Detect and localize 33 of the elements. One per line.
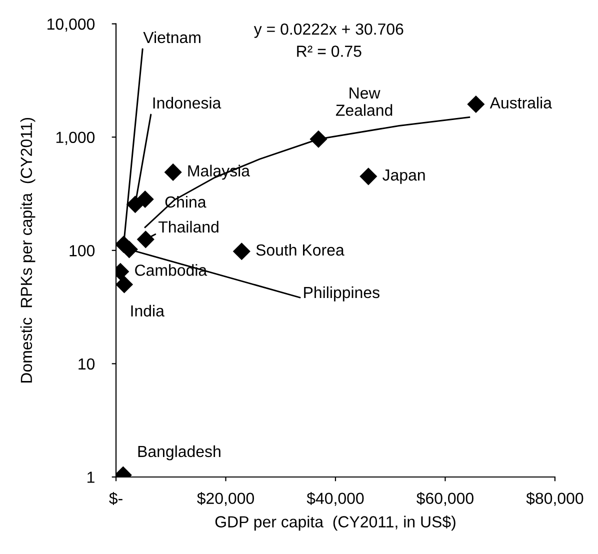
- y-tick-label: 10,000: [48, 18, 95, 32]
- x-axis-title: GDP per capita (CY2011, in US$): [215, 515, 456, 531]
- point: [360, 168, 378, 186]
- annotation: New Zealand: [336, 88, 392, 116]
- point: [116, 276, 134, 294]
- y-tick-label: 1,000: [56, 132, 95, 145]
- point: [310, 130, 328, 148]
- x-tick-label: $60,000: [416, 492, 474, 506]
- annotation: Philippines: [304, 286, 380, 302]
- annotation: Cambodia: [135, 264, 208, 276]
- annotation: Australia: [490, 96, 552, 109]
- point: [136, 230, 154, 248]
- annotation: R² = 0.75: [297, 46, 362, 57]
- point: [164, 163, 182, 181]
- x-tick-label: $-: [109, 492, 122, 505]
- x-tick-label: $40,000: [306, 492, 364, 506]
- y-tick-label: 1: [88, 472, 94, 483]
- point: [232, 242, 250, 260]
- y-tick-label: 10: [78, 358, 95, 370]
- annotation: Vietnam: [143, 31, 200, 44]
- annotation: South Korea: [256, 244, 344, 256]
- x-tick-label: $80,000: [526, 492, 584, 506]
- y-axis-title: Domestic RPKs per capita (CY2011): [20, 118, 36, 383]
- annotation: Indonesia: [153, 96, 222, 109]
- annotation: India: [131, 304, 164, 317]
- y-tick-label: 100: [70, 245, 95, 256]
- x-tick-label: $20,000: [197, 492, 254, 506]
- annotation: y = 0.0222x + 30.706: [254, 23, 404, 38]
- annotation: Japan: [382, 170, 425, 184]
- point: [467, 95, 485, 114]
- point: [126, 196, 144, 214]
- annotation: Bangladesh: [138, 445, 220, 460]
- annotation: Thailand: [158, 220, 218, 233]
